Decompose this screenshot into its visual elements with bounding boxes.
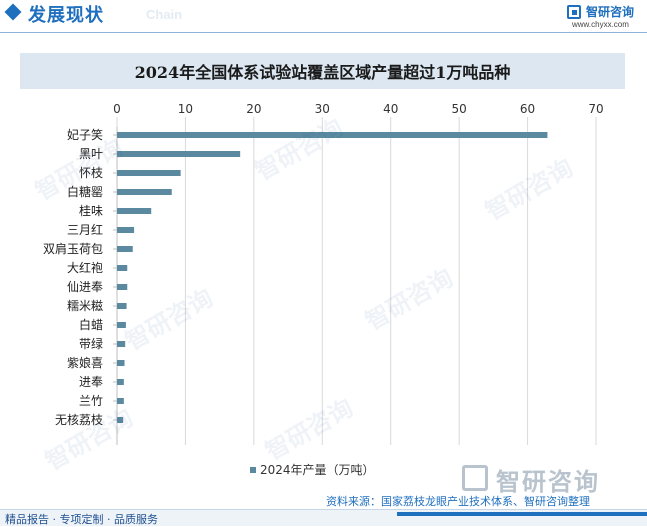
bar [117,151,241,157]
bar [117,132,548,138]
y-tick-label: 白蜡 [79,317,103,332]
y-tick-label: 白糖罂 [67,184,103,199]
header: 发展现状 Chain 智研咨询 www.chyxx.com [0,0,647,33]
bar [117,284,128,290]
brand-url: www.chyxx.com [572,20,629,29]
y-tick-label: 糯米糍 [67,298,103,313]
x-tick-label: 0 [113,102,121,116]
bar [117,265,128,271]
bar [117,189,172,195]
bar [117,341,126,347]
bar [117,398,124,404]
y-tick-label: 桂味 [79,203,103,218]
y-tick-label: 带绿 [79,336,103,351]
diamond-icon [4,3,22,21]
bar [117,379,124,385]
footer-accent-bar [397,512,647,516]
y-tick-label: 进奉 [79,375,103,389]
legend: 2024年产量（万吨） [250,461,375,478]
bar [117,360,125,366]
y-tick-label: 三月红 [67,222,103,237]
source-note: 资料来源：国家荔枝龙眼产业技术体系、智研咨询整理 [326,495,590,508]
y-tick-label: 妃子笑 [67,127,103,142]
legend-label: 2024年产量（万吨） [260,463,375,477]
bar [117,417,124,423]
y-tick-label: 紫娘喜 [67,355,103,370]
x-tick-label: 50 [452,102,467,116]
bar [117,227,135,233]
y-tick-label: 仙进奉 [67,280,103,294]
bar [117,170,181,176]
footer: 精品报告 · 专项定制 · 品质服务 [0,509,647,526]
y-tick-label: 无核荔枝 [55,412,103,427]
bar [117,303,127,309]
bar-chart: 0 10 20 30 40 50 60 70 妃子笑黑叶怀枝白糖罂桂味三月红双肩玉荷包大红袍仙进… [43,102,604,445]
x-tick-label: 10 [178,102,193,116]
brand-name: 智研咨询 [586,5,635,19]
section-title: 发展现状 [28,5,104,26]
y-tick-label: 黑叶 [79,147,103,161]
watermark-logo-icon [462,465,488,491]
y-tick-label: 兰竹 [79,394,103,408]
x-tick-label: 30 [315,102,330,116]
section-subtitle: Chain [146,7,183,22]
x-tick-label: 40 [383,102,398,116]
y-tick-label: 大红袍 [67,260,103,275]
bar [117,208,152,214]
x-tick-label: 60 [520,102,535,116]
x-tick-label: 20 [246,102,261,116]
header-divider [0,32,647,33]
y-tick-label: 怀枝 [79,165,103,180]
watermark-brand: 智研咨询 [496,468,600,496]
x-tick-label: 70 [588,102,603,116]
brand-logo-icon [567,5,581,19]
legend-swatch [250,466,256,473]
footer-slogan: 精品报告 · 专项定制 · 品质服务 [5,513,158,526]
bar [117,322,126,328]
y-tick-label: 双肩玉荷包 [43,241,103,256]
bar [117,246,133,252]
chart-title: 2024年全国体系试验站覆盖区域产量超过1万吨品种 [20,53,625,89]
